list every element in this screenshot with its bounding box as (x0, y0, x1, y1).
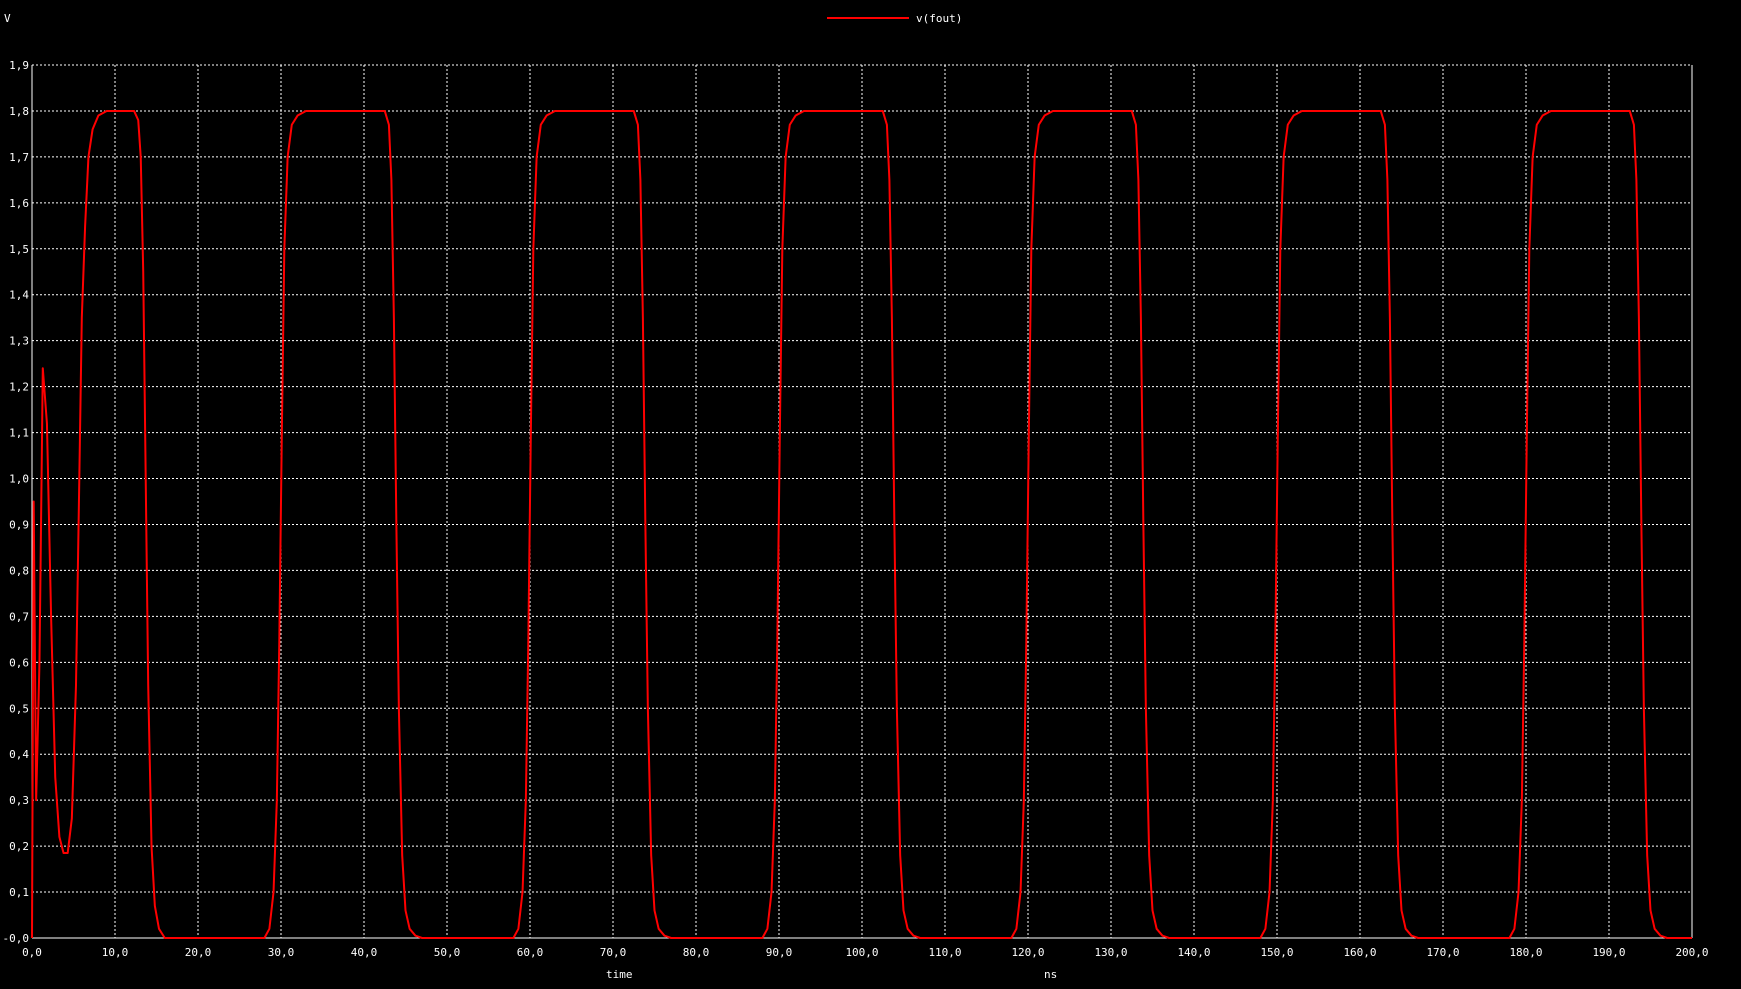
legend-label: v(fout) (916, 12, 962, 25)
y-tick-label: 0,5 (9, 702, 29, 715)
x-tick-label: 130,0 (1094, 946, 1127, 959)
y-tick-label: 0,9 (9, 518, 29, 531)
x-tick-label: 140,0 (1177, 946, 1210, 959)
y-tick-label: 0,2 (9, 840, 29, 853)
series-layer (31, 109, 1692, 939)
y-tick-label: 1,7 (9, 151, 29, 164)
y-tick-label: 0,1 (9, 886, 29, 899)
x-tick-label: 20,0 (185, 946, 212, 959)
y-tick-label: 1,1 (9, 427, 29, 440)
y-tick-label: 1,0 (9, 473, 29, 486)
y-tick-label: 0,6 (9, 656, 29, 669)
x-tick-label: 0,0 (22, 946, 42, 959)
y-tick-label: 0,7 (9, 610, 29, 623)
x-tick-label: 190,0 (1592, 946, 1625, 959)
x-tick-label: 30,0 (268, 946, 295, 959)
x-tick-label: 90,0 (766, 946, 793, 959)
x-tick-label: 150,0 (1260, 946, 1293, 959)
x-tick-label: 50,0 (434, 946, 461, 959)
y-tick-label: 1,8 (9, 105, 29, 118)
y-tick-label: -0,0 (3, 932, 30, 945)
x-tick-label: 170,0 (1426, 946, 1459, 959)
x-tick-label: 180,0 (1509, 946, 1542, 959)
y-tick-label: 1,6 (9, 197, 29, 210)
x-axis-label: time (606, 968, 633, 981)
y-tick-label: 1,3 (9, 335, 29, 348)
series-line-vfout (31, 109, 1692, 939)
x-tick-label: 40,0 (351, 946, 378, 959)
x-axis-unit: ns (1044, 968, 1057, 981)
x-tick-label: 60,0 (517, 946, 544, 959)
y-tick-label: 0,8 (9, 564, 29, 577)
tick-labels: 0,0 10,0 20,0 30,0 40,0 50,0 60,0 70,0 80,0 90,0 1… (3, 59, 1709, 959)
x-tick-label: 120,0 (1011, 946, 1044, 959)
x-tick-label: 160,0 (1343, 946, 1376, 959)
y-tick-label: 1,5 (9, 243, 29, 256)
x-tick-label: 110,0 (928, 946, 961, 959)
x-tick-label: 200,0 (1675, 946, 1708, 959)
y-tick-label: 1,9 (9, 59, 29, 72)
y-tick-label: 1,2 (9, 381, 29, 394)
x-tick-label: 80,0 (683, 946, 710, 959)
y-tick-label: 1,4 (9, 289, 29, 302)
x-tick-label: 70,0 (600, 946, 627, 959)
y-tick-label: 0,4 (9, 748, 29, 761)
x-tick-label: 10,0 (102, 946, 129, 959)
x-tick-label: 100,0 (845, 946, 878, 959)
y-axis-label: V (4, 12, 11, 25)
y-tick-label: 0,3 (9, 794, 29, 807)
